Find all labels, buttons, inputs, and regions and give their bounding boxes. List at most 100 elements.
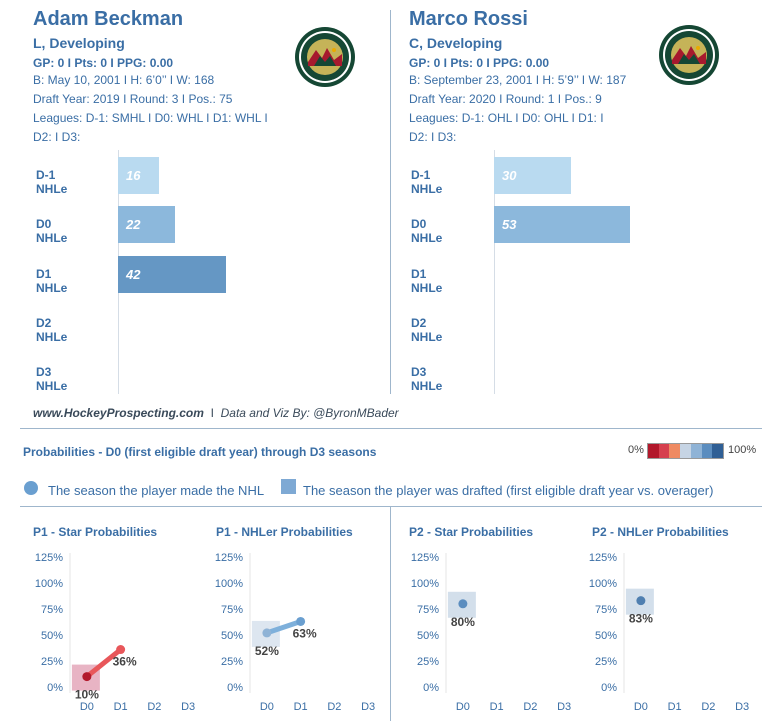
y-tick-label: 100% bbox=[589, 578, 617, 590]
chart-title-p1-nhler: P1 - NHLer Probabilities bbox=[216, 525, 353, 539]
player-1-position: L, Developing bbox=[33, 35, 125, 51]
scale-max-label: 100% bbox=[728, 444, 757, 456]
nhle-bar-value: 30 bbox=[502, 168, 517, 183]
bar-category-label: D-1 NHLe bbox=[411, 168, 443, 196]
y-tick-label: 50% bbox=[595, 630, 617, 642]
player-1-draft: Draft Year: 2019 I Round: 3 I Pos.: 75 bbox=[33, 92, 233, 106]
probability-point bbox=[636, 596, 646, 606]
x-tick-label: D1 bbox=[294, 701, 308, 713]
x-tick-label: D2 bbox=[701, 701, 715, 713]
player-divider bbox=[390, 10, 391, 394]
chart-title-p1-star: P1 - Star Probabilities bbox=[33, 525, 158, 539]
nhle-bar bbox=[118, 157, 160, 194]
x-tick-label: D3 bbox=[735, 701, 749, 713]
legend-square-label: The season the player was drafted (first… bbox=[303, 483, 714, 498]
y-tick-label: 125% bbox=[411, 552, 439, 564]
player-2-position: C, Developing bbox=[409, 35, 503, 51]
y-tick-label: 25% bbox=[595, 656, 617, 668]
color-scale-swatch bbox=[648, 444, 659, 458]
player-2-name: Marco Rossi bbox=[409, 8, 528, 30]
y-tick-label: 75% bbox=[41, 604, 63, 616]
y-tick-label: 25% bbox=[417, 656, 439, 668]
y-tick-label: 100% bbox=[411, 578, 439, 590]
y-tick-label: 0% bbox=[601, 682, 617, 694]
y-tick-label: 0% bbox=[423, 682, 439, 694]
x-tick-label: D2 bbox=[327, 701, 341, 713]
y-tick-label: 50% bbox=[417, 630, 439, 642]
p1-star-probability-chart: 0% 25% 50% 75% 100% 125% D0 D1 D2 D3 10% 36% bbox=[35, 552, 195, 713]
player-2-leagues-2: D2: I D3: bbox=[409, 130, 457, 144]
nhle-bar-value: 22 bbox=[126, 217, 141, 232]
bar-axis-line bbox=[494, 150, 495, 394]
color-scale-swatch bbox=[701, 444, 713, 458]
minnesota-wild-logo bbox=[659, 25, 719, 85]
bar-category-label: D-1 NHLe bbox=[36, 168, 68, 196]
bar-category-label: D0 NHLe bbox=[36, 217, 68, 245]
probability-value-label: 10% bbox=[75, 688, 99, 702]
credit-text: Data and Viz By: @ByronMBader bbox=[220, 406, 399, 420]
drafted-season-square-icon bbox=[281, 479, 296, 494]
probability-value-label: 83% bbox=[629, 612, 653, 626]
p1-nhler-probability-chart: 0% 25% 50% 75% 100% 125% D0 D1 D2 D3 52% 63% bbox=[215, 552, 375, 713]
y-tick-label: 0% bbox=[47, 682, 63, 694]
y-tick-label: 50% bbox=[41, 630, 63, 642]
chart-title-p2-nhler: P2 - NHLer Probabilities bbox=[592, 525, 729, 539]
probability-point bbox=[116, 645, 126, 655]
legend-dot-label: The season the player made the NHL bbox=[48, 483, 265, 498]
minnesota-wild-logo bbox=[295, 27, 355, 87]
bar-category-label: D3 NHLe bbox=[36, 365, 68, 393]
player-1-bio: B: May 10, 2001 I H: 6’0’’ I W: 168 bbox=[33, 73, 215, 87]
nhle-bar bbox=[494, 206, 631, 243]
y-tick-label: 25% bbox=[221, 656, 243, 668]
probability-point bbox=[82, 672, 92, 682]
nhl-season-dot-icon bbox=[24, 481, 38, 495]
p2-star-probability-chart: 0% 25% 50% 75% 100% 125% D0 D1 D2 D3 80% bbox=[411, 552, 571, 713]
nhle-bar-value: 42 bbox=[126, 267, 141, 282]
x-tick-label: D3 bbox=[361, 701, 375, 713]
color-scale-swatch bbox=[680, 444, 691, 458]
bar-category-label: D0 NHLe bbox=[411, 217, 443, 245]
player-1-stats: GP: 0 I Pts: 0 I PPG: 0.00 bbox=[33, 56, 174, 70]
y-tick-label: 75% bbox=[417, 604, 439, 616]
probability-value-label: 80% bbox=[451, 615, 475, 629]
nhle-bar-value: 16 bbox=[126, 168, 141, 183]
x-tick-label: D0 bbox=[634, 701, 648, 713]
legend-divider bbox=[20, 506, 762, 507]
color-scale-swatch bbox=[669, 444, 681, 458]
color-scale-swatch bbox=[712, 444, 724, 458]
player-2-bio: B: September 23, 2001 I H: 5’9’’ I W: 18… bbox=[409, 73, 627, 87]
player-2-leagues: Leagues: D-1: OHL I D0: OHL I D1: I bbox=[409, 111, 604, 125]
probability-value-label: 36% bbox=[113, 655, 137, 669]
player-2-stats: GP: 0 I Pts: 0 I PPG: 0.00 bbox=[409, 56, 550, 70]
nhle-bar-value: 53 bbox=[502, 217, 517, 232]
probabilities-divider bbox=[390, 506, 391, 721]
y-tick-label: 100% bbox=[35, 578, 63, 590]
probability-point bbox=[296, 616, 306, 626]
color-scale-swatch bbox=[690, 444, 702, 458]
player-1-name: Adam Beckman bbox=[33, 8, 184, 30]
y-tick-label: 50% bbox=[221, 630, 243, 642]
x-tick-label: D2 bbox=[147, 701, 161, 713]
x-tick-label: D0 bbox=[80, 701, 94, 713]
y-tick-label: 100% bbox=[215, 578, 243, 590]
y-tick-label: 125% bbox=[589, 552, 617, 564]
bar-category-label: D1 NHLe bbox=[411, 267, 443, 295]
probability-value-label: 52% bbox=[255, 644, 279, 658]
p2-nhler-probability-chart: 0% 25% 50% 75% 100% 125% D0 D1 D2 D3 83% bbox=[589, 552, 749, 713]
nhle-bar bbox=[118, 256, 226, 293]
y-tick-label: 75% bbox=[221, 604, 243, 616]
color-scale-swatch bbox=[658, 444, 670, 458]
bar-category-label: D3 NHLe bbox=[411, 365, 443, 393]
player-1-info: B: May 10, 2001 I H: 6’0’’ I W: 168 Draf… bbox=[33, 71, 268, 147]
probability-point bbox=[262, 628, 272, 638]
section-divider bbox=[20, 428, 762, 429]
y-tick-label: 0% bbox=[227, 682, 243, 694]
nhle-bar bbox=[494, 157, 572, 194]
scale-min-label: 0% bbox=[628, 444, 644, 456]
y-tick-label: 75% bbox=[595, 604, 617, 616]
credits: www.HockeyProspecting.com I Data and Viz… bbox=[33, 406, 399, 420]
chart-title-p2-star: P2 - Star Probabilities bbox=[409, 525, 534, 539]
nhle-bar bbox=[118, 206, 175, 243]
site-link[interactable]: www.HockeyProspecting.com bbox=[33, 406, 204, 420]
probability-line bbox=[264, 618, 304, 636]
